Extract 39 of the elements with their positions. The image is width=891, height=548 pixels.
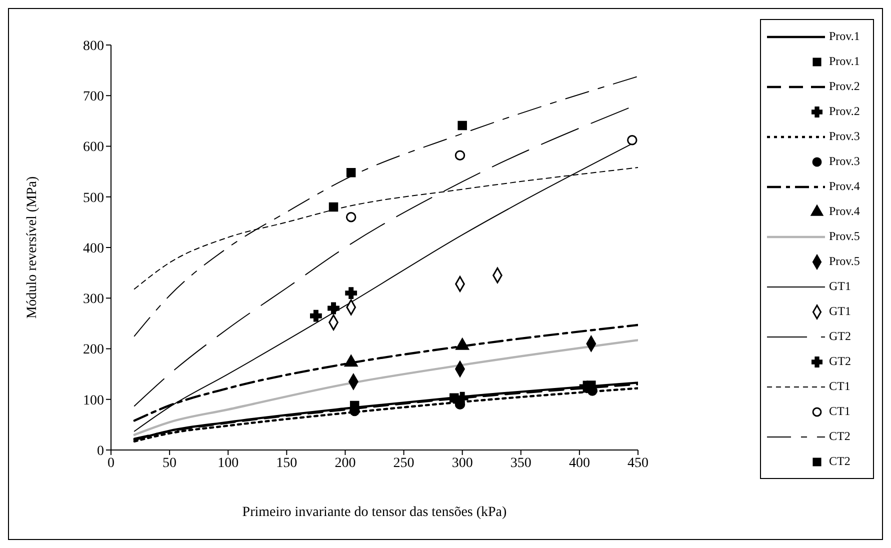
- x-tick-label: 400: [568, 456, 590, 471]
- y-tick-label: 700: [83, 90, 104, 105]
- x-tick-label: 50: [162, 456, 177, 471]
- y-tick-label: 0: [97, 444, 104, 459]
- x-tick-label: 0: [108, 456, 114, 471]
- y-tick-label: 300: [83, 292, 104, 308]
- x-tick-label: 200: [334, 456, 356, 471]
- y-tick-label: 200: [83, 342, 104, 358]
- y-tick-label: 800: [83, 38, 104, 54]
- x-tick-label: 150: [276, 456, 298, 471]
- x-axis-title: Primeiro invariante do tensor das tensões (kPa): [242, 505, 508, 520]
- legend-label: CT2: [829, 429, 850, 444]
- y-tick-label: 500: [83, 190, 104, 206]
- legend-label: Prov.1: [829, 54, 860, 69]
- legend-label: Prov.5: [829, 229, 860, 244]
- y-axis-title: Módulo reversível (MPa): [24, 176, 40, 319]
- x-tick-label: 450: [628, 456, 648, 471]
- legend-label: Prov.4: [829, 179, 860, 194]
- x-tick-label: 250: [393, 456, 414, 471]
- legend-label: Prov.2: [829, 79, 860, 94]
- legend-label: Prov.5: [829, 254, 860, 269]
- legend-label: GT1: [829, 279, 851, 294]
- legend-label: Prov.1: [829, 29, 860, 44]
- legend-label: CT1: [829, 404, 850, 419]
- legend-label: GT2: [829, 329, 851, 344]
- legend-label: CT1: [829, 379, 850, 394]
- legend-label: Prov.3: [829, 154, 860, 169]
- y-tick-label: 600: [83, 140, 104, 156]
- legend-label: GT2: [829, 354, 851, 369]
- legend-label: Prov.4: [829, 204, 860, 219]
- legend-label: Prov.3: [829, 129, 860, 144]
- x-tick-label: 300: [452, 456, 473, 471]
- x-tick-label: 100: [218, 456, 239, 471]
- legend-label: GT1: [829, 304, 851, 319]
- legend-label: Prov.2: [829, 104, 860, 119]
- y-tick-label: 400: [83, 241, 104, 256]
- x-tick-label: 350: [510, 456, 532, 471]
- y-tick-label: 100: [83, 393, 104, 408]
- legend-label: CT2: [829, 454, 850, 469]
